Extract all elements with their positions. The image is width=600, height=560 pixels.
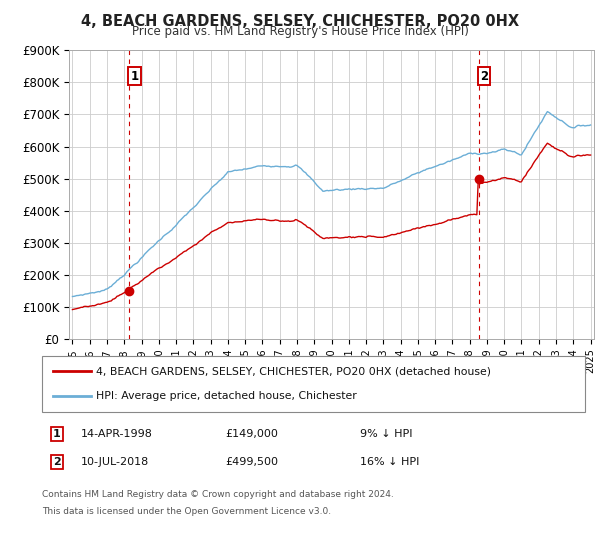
- FancyBboxPatch shape: [42, 356, 585, 412]
- Text: 1: 1: [53, 429, 61, 439]
- Text: £149,000: £149,000: [225, 429, 278, 439]
- Text: HPI: Average price, detached house, Chichester: HPI: Average price, detached house, Chic…: [97, 391, 357, 401]
- Text: This data is licensed under the Open Government Licence v3.0.: This data is licensed under the Open Gov…: [42, 507, 331, 516]
- Text: 4, BEACH GARDENS, SELSEY, CHICHESTER, PO20 0HX: 4, BEACH GARDENS, SELSEY, CHICHESTER, PO…: [81, 14, 519, 29]
- Text: 1: 1: [130, 69, 139, 82]
- Text: Contains HM Land Registry data © Crown copyright and database right 2024.: Contains HM Land Registry data © Crown c…: [42, 490, 394, 499]
- Text: 16% ↓ HPI: 16% ↓ HPI: [360, 457, 419, 467]
- Text: 9% ↓ HPI: 9% ↓ HPI: [360, 429, 413, 439]
- Text: 14-APR-1998: 14-APR-1998: [81, 429, 153, 439]
- Text: 10-JUL-2018: 10-JUL-2018: [81, 457, 149, 467]
- Text: £499,500: £499,500: [225, 457, 278, 467]
- Text: 2: 2: [53, 457, 61, 467]
- Text: Price paid vs. HM Land Registry's House Price Index (HPI): Price paid vs. HM Land Registry's House …: [131, 25, 469, 38]
- Text: 4, BEACH GARDENS, SELSEY, CHICHESTER, PO20 0HX (detached house): 4, BEACH GARDENS, SELSEY, CHICHESTER, PO…: [97, 366, 491, 376]
- Text: 2: 2: [480, 69, 488, 82]
